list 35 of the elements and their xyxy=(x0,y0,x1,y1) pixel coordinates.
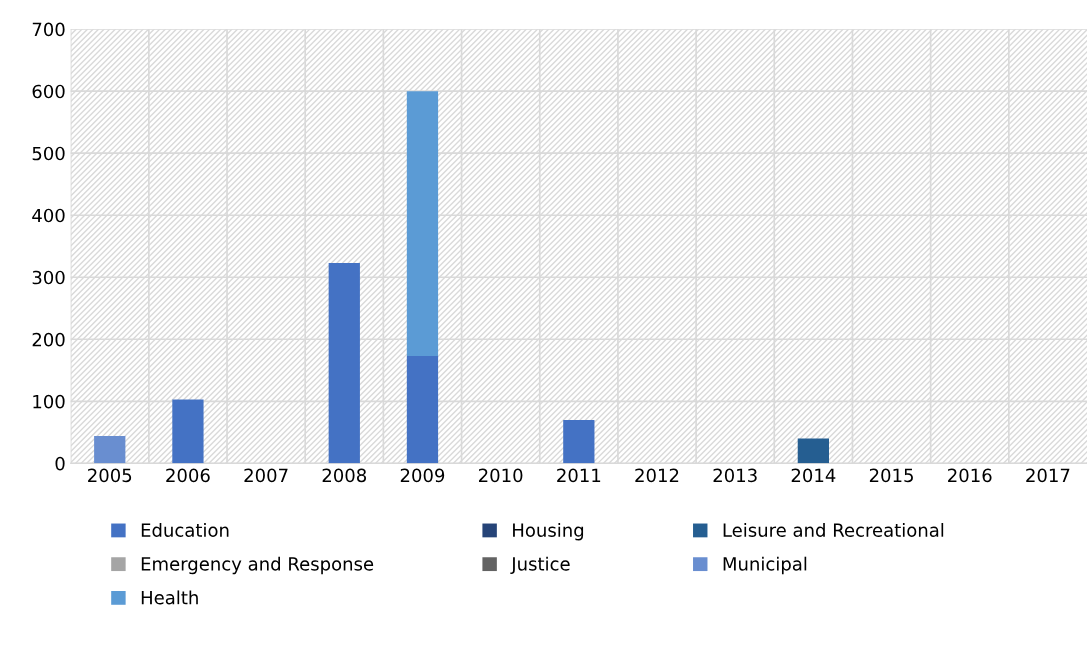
x-tick-label: 2015 xyxy=(869,468,913,483)
bar xyxy=(94,436,126,464)
bar xyxy=(406,356,439,464)
legend-label: Health xyxy=(141,590,198,605)
x-tick-label: 2007 xyxy=(244,468,288,483)
x-tick-label: 2009 xyxy=(400,468,445,483)
legend-label: Leisure and Recreational xyxy=(723,522,944,537)
x-tick-label: 2017 xyxy=(1026,468,1070,483)
x-tick-label: 2011 xyxy=(557,468,601,483)
x-tick-label: 2013 xyxy=(713,468,757,483)
x-tick-label: 2010 xyxy=(478,468,523,483)
y-tick-label: 100 xyxy=(33,394,65,409)
y-tick-label: 300 xyxy=(32,270,65,285)
bar xyxy=(797,438,829,464)
x-tick-label: 2006 xyxy=(166,468,210,483)
y-tick-label: 500 xyxy=(32,146,65,161)
y-tick-label: 200 xyxy=(32,332,65,347)
x-tick-label: 2008 xyxy=(322,468,367,483)
bar xyxy=(172,399,204,464)
legend-label: Justice xyxy=(510,556,570,575)
bar xyxy=(563,419,595,464)
bar xyxy=(406,91,439,357)
y-tick-label: 700 xyxy=(32,22,65,37)
x-tick-label: 2016 xyxy=(948,468,992,483)
y-tick-label: 400 xyxy=(32,208,65,223)
y-tick-label: 0 xyxy=(55,456,65,471)
y-tick-label: 600 xyxy=(32,84,65,99)
legend-label: Municipal xyxy=(723,556,807,575)
legend-label: Housing xyxy=(513,522,584,541)
x-tick-label: 2005 xyxy=(88,468,132,483)
legend-label: Education xyxy=(141,522,229,537)
bar xyxy=(328,262,360,464)
legend-label: Emergency and Response xyxy=(141,556,374,575)
x-tick-label: 2014 xyxy=(791,468,836,483)
x-tick-label: 2012 xyxy=(635,468,679,483)
